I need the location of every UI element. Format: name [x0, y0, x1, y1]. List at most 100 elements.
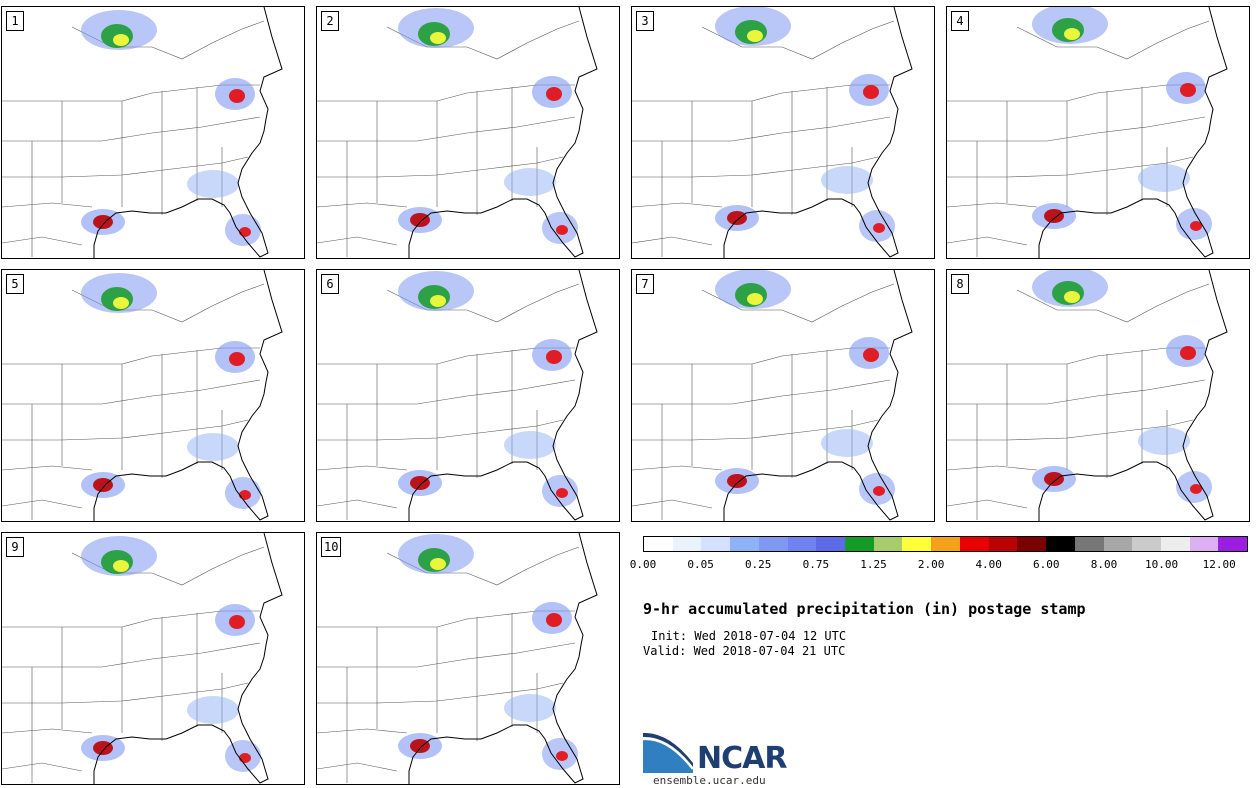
- state-boundary: [947, 202, 1038, 208]
- state-boundary: [317, 202, 408, 208]
- precip-cell: [556, 225, 568, 235]
- precip-cell: [93, 741, 113, 755]
- precip-cell: [727, 474, 747, 488]
- colorbar-tick: 0.25: [744, 558, 772, 571]
- precip-cell: [229, 615, 245, 629]
- ncar-logo[interactable]: NCAR: [643, 733, 793, 776]
- precip-map: [632, 7, 913, 258]
- precip-map: [2, 270, 283, 521]
- colorbar-swatch: [1189, 537, 1219, 551]
- colorbar-swatch: [758, 537, 788, 551]
- member-number: 5: [6, 274, 24, 294]
- precip-cell: [546, 87, 562, 101]
- state-boundary: [2, 202, 93, 208]
- precip-cell: [1064, 291, 1080, 303]
- precip-cell: [1180, 346, 1196, 360]
- colorbar-swatch: [959, 537, 989, 551]
- member-panel-6[interactable]: 6: [316, 269, 620, 522]
- state-boundary: [632, 419, 879, 441]
- precip-cell: [93, 215, 113, 229]
- state-boundary: [2, 379, 261, 405]
- member-panel-9[interactable]: 9: [1, 532, 305, 785]
- state-boundary: [632, 379, 891, 405]
- precip-cell: [1044, 209, 1064, 223]
- precip-cell: [1064, 28, 1080, 40]
- state-boundary: [2, 116, 261, 142]
- precip-cell: [1138, 427, 1190, 455]
- valid-time: Valid: Wed 2018-07-04 21 UTC: [643, 644, 846, 658]
- colorbar-swatch: [931, 537, 960, 551]
- state-boundary: [947, 499, 1028, 509]
- state-boundary: [317, 379, 576, 405]
- state-boundary: [2, 236, 83, 246]
- site-url[interactable]: ensemble.ucar.edu: [653, 774, 766, 787]
- colorbar-tick: 12.00: [1202, 558, 1236, 571]
- precip-cell: [504, 694, 556, 722]
- member-panel-7[interactable]: 7: [631, 269, 935, 522]
- member-number: 6: [321, 274, 339, 294]
- member-panel-1[interactable]: 1: [1, 6, 305, 259]
- precip-cell: [1190, 484, 1202, 494]
- coastline: [723, 270, 913, 521]
- precip-cell: [239, 490, 251, 500]
- precip-cell: [187, 696, 239, 724]
- state-boundary: [2, 156, 249, 178]
- precip-cell: [1138, 164, 1190, 192]
- state-boundary: [2, 762, 83, 772]
- precip-cell: [113, 560, 129, 572]
- precip-cell: [93, 478, 113, 492]
- state-boundary: [632, 465, 723, 471]
- precip-cell: [410, 476, 430, 490]
- colorbar-swatch: [1218, 537, 1248, 551]
- state-boundary: [317, 728, 408, 734]
- colorbar-swatch: [1132, 537, 1161, 551]
- precip-cell: [430, 295, 446, 307]
- precip-cell: [239, 753, 251, 763]
- state-boundary: [947, 116, 1206, 142]
- colorbar-swatch: [1103, 537, 1133, 551]
- state-boundary: [317, 642, 576, 668]
- state-boundary: [2, 682, 249, 704]
- precip-map: [947, 7, 1228, 258]
- colorbar-swatch: [1074, 537, 1104, 551]
- coastline: [93, 533, 283, 784]
- member-panel-8[interactable]: 8: [946, 269, 1250, 522]
- precip-cell: [430, 32, 446, 44]
- colorbar-tick: 0.00: [629, 558, 657, 571]
- precip-colorbar: [643, 536, 1248, 552]
- precip-cell: [821, 166, 873, 194]
- init-time: Init: Wed 2018-07-04 12 UTC: [651, 629, 847, 643]
- colorbar-tick: 4.00: [975, 558, 1002, 571]
- precip-cell: [863, 348, 879, 362]
- member-number: 1: [6, 11, 24, 31]
- precip-map: [2, 7, 283, 258]
- precip-cell: [229, 352, 245, 366]
- precip-cell: [863, 85, 879, 99]
- state-boundary: [632, 116, 891, 142]
- ncar-swoosh-icon: [643, 733, 693, 773]
- colorbar-tick: 10.00: [1145, 558, 1179, 571]
- state-boundary: [947, 156, 1194, 178]
- member-panel-10[interactable]: 10: [316, 532, 620, 785]
- state-boundary: [947, 465, 1038, 471]
- precip-cell: [821, 429, 873, 457]
- colorbar-swatch: [730, 537, 759, 551]
- member-panel-3[interactable]: 3: [631, 6, 935, 259]
- member-panel-5[interactable]: 5: [1, 269, 305, 522]
- colorbar-swatch: [787, 537, 817, 551]
- precip-map: [947, 270, 1228, 521]
- colorbar-swatch: [1046, 537, 1075, 551]
- precip-cell: [113, 297, 129, 309]
- coastline: [408, 7, 598, 258]
- colorbar-swatch: [873, 537, 903, 551]
- member-panel-2[interactable]: 2: [316, 6, 620, 259]
- colorbar-swatch: [1160, 537, 1190, 551]
- ncar-wordmark: NCAR: [697, 741, 787, 776]
- colorbar-swatch: [1017, 537, 1047, 551]
- coastline: [93, 270, 283, 521]
- member-panel-4[interactable]: 4: [946, 6, 1250, 259]
- colorbar-swatch: [902, 537, 932, 551]
- state-boundary: [2, 419, 249, 441]
- coastline: [408, 533, 598, 784]
- precip-cell: [187, 170, 239, 198]
